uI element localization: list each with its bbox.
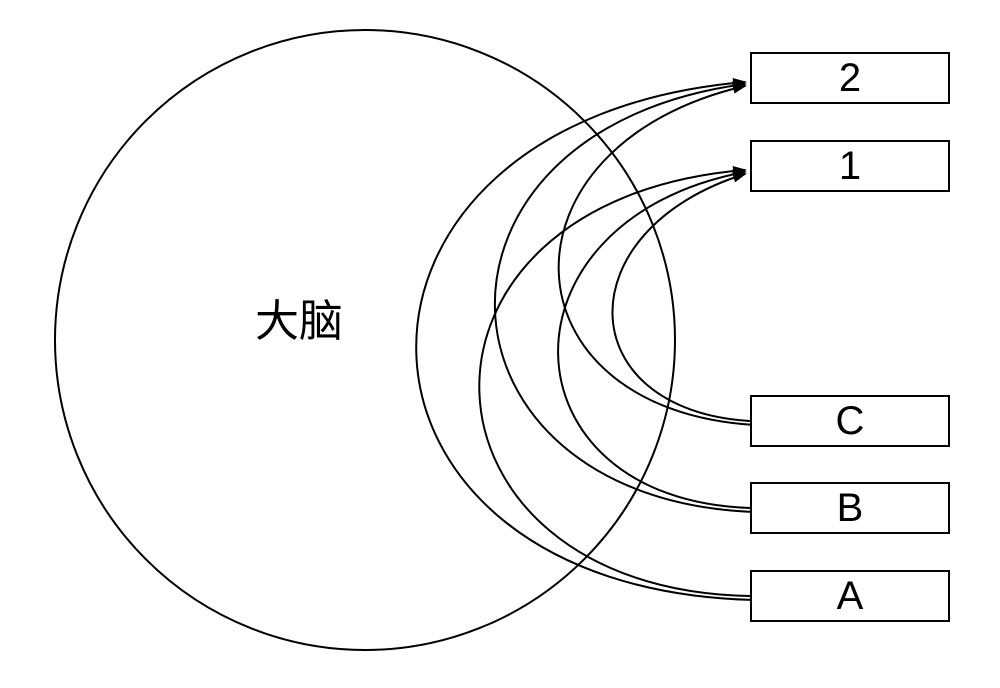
- brain-label: 大脑: [255, 285, 343, 349]
- box-c: C: [750, 395, 950, 447]
- box-b-label: B: [837, 486, 864, 531]
- box-a: A: [750, 570, 950, 622]
- box-1-label: 1: [839, 144, 861, 189]
- box-b: B: [750, 482, 950, 534]
- box-1: 1: [750, 140, 950, 192]
- box-2: 2: [750, 52, 950, 104]
- box-c-label: C: [836, 399, 865, 444]
- box-a-label: A: [837, 574, 864, 619]
- brain-diagram: 大脑 2 1 C B A: [0, 0, 1000, 683]
- box-2-label: 2: [839, 56, 861, 101]
